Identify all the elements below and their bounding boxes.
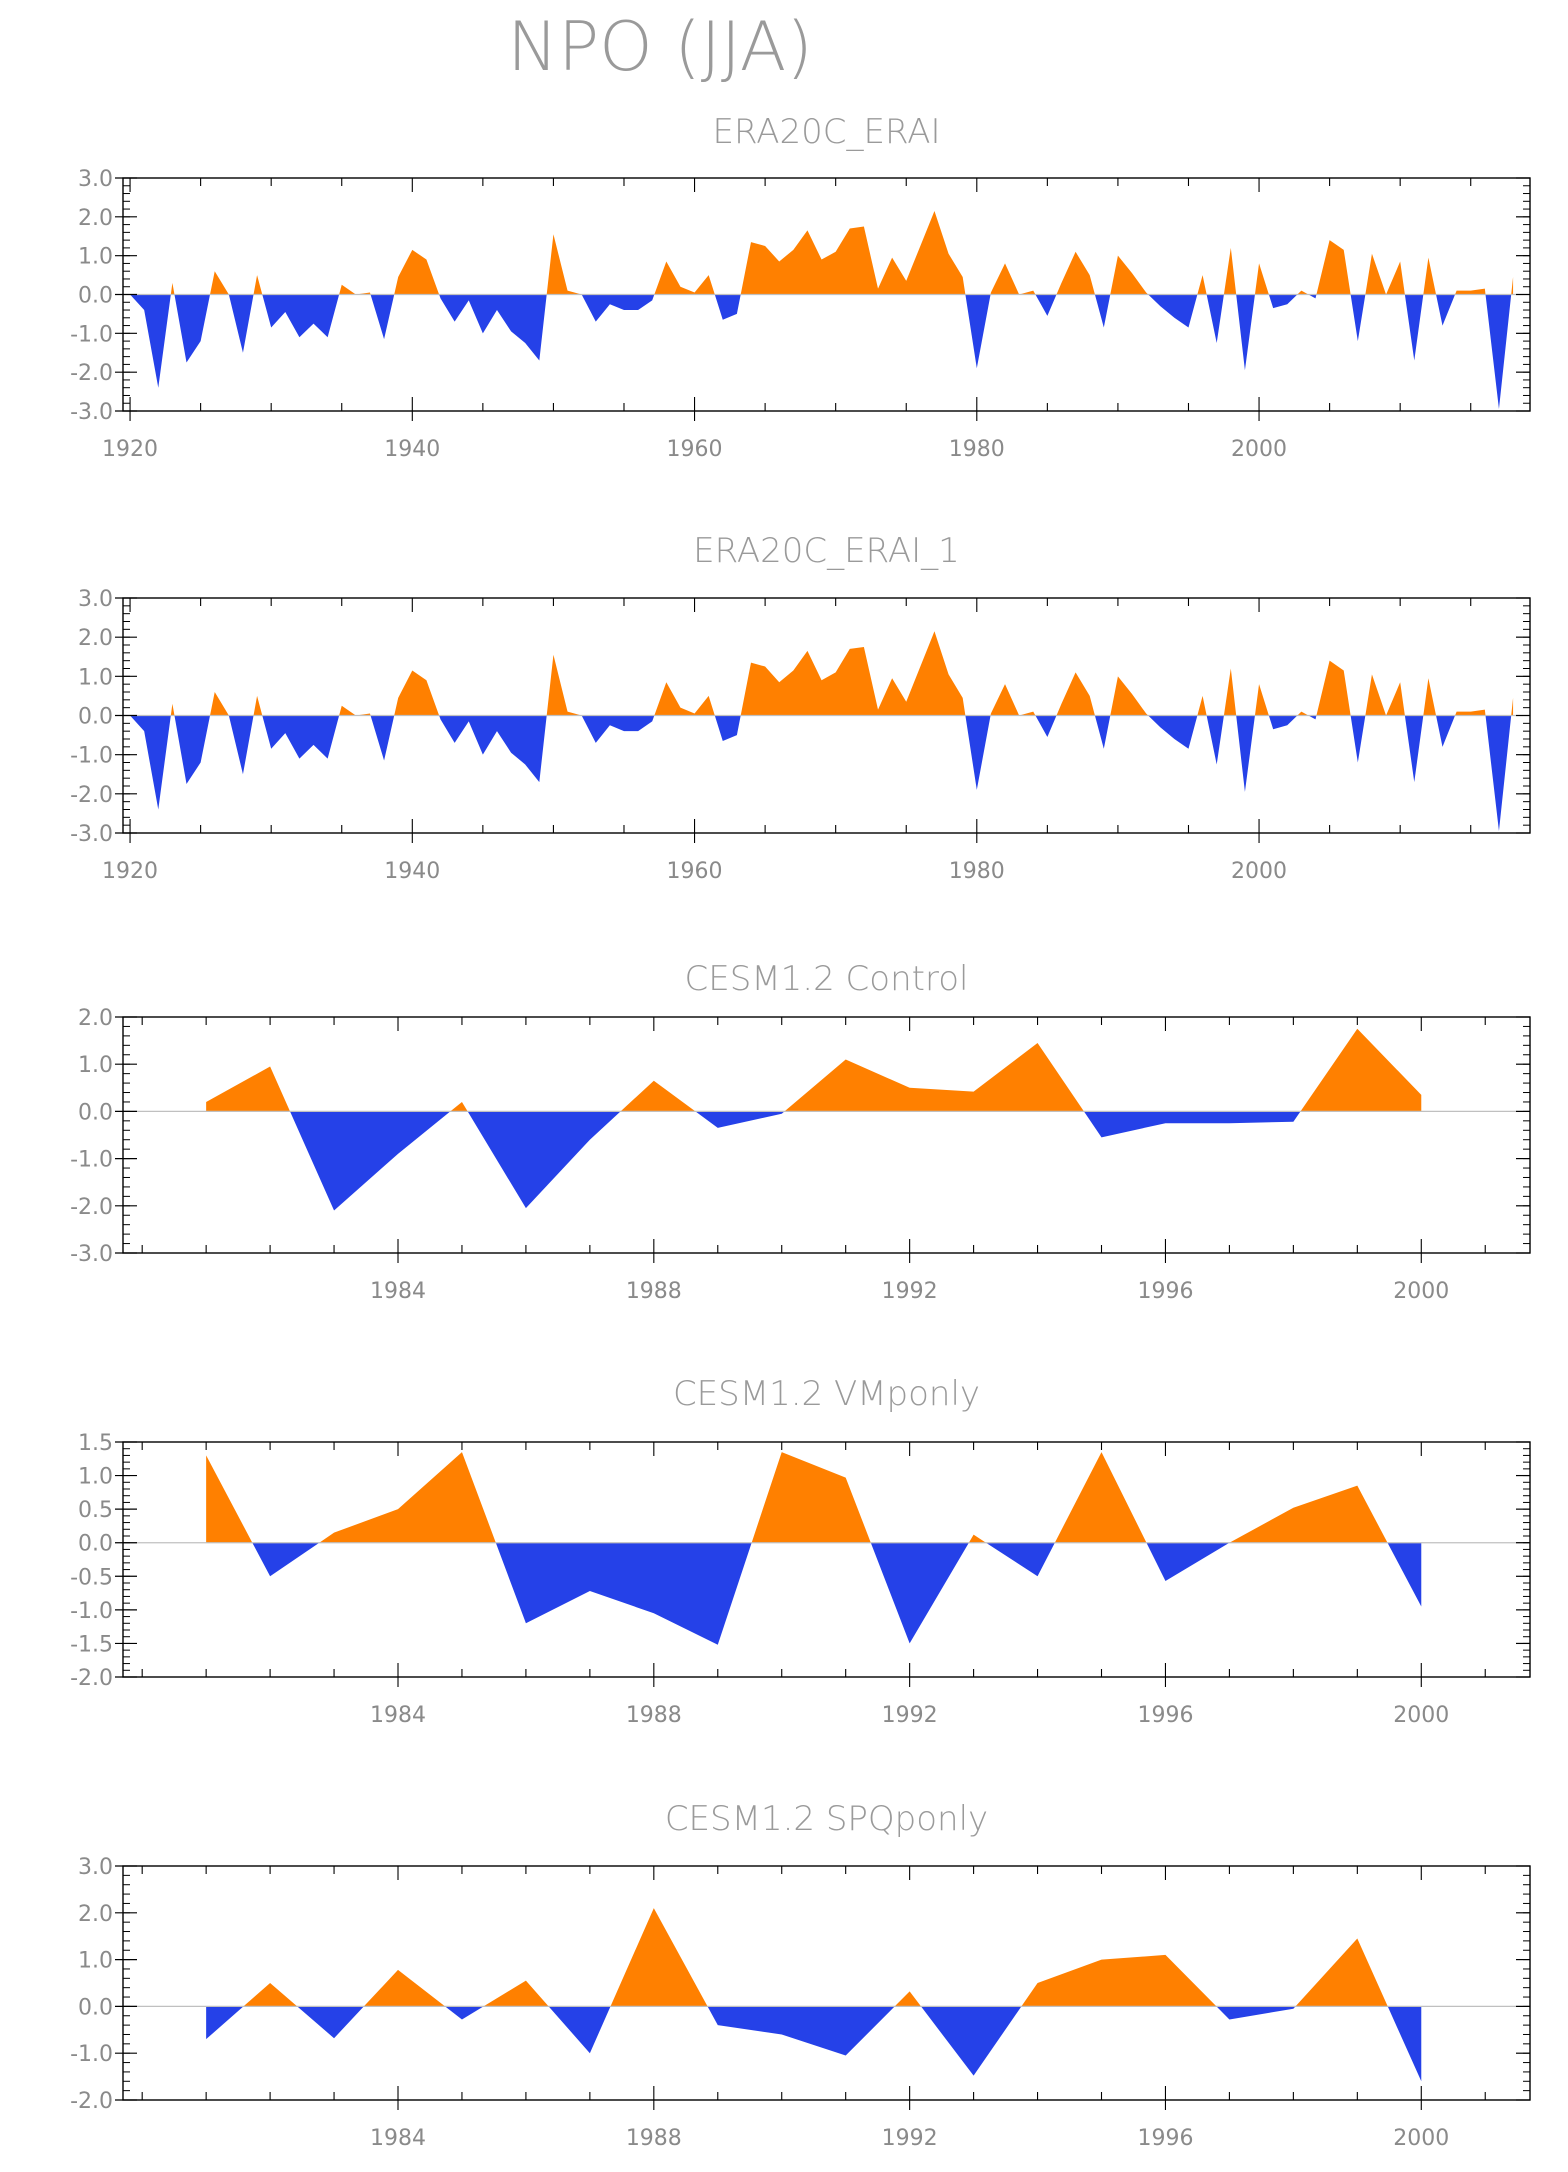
- negative-area: [206, 1542, 1422, 1645]
- x-tick-label: 2000: [1231, 859, 1287, 884]
- x-tick-label: 1992: [882, 1703, 938, 1728]
- x-tick-label: 2000: [1393, 1279, 1449, 1304]
- x-tick-label: 1988: [626, 1703, 682, 1728]
- y-tick-label: 2.0: [78, 206, 113, 231]
- y-tick-label: -3.0: [70, 822, 113, 847]
- x-tick-label: 1920: [102, 437, 158, 462]
- y-tick-label: -3.0: [70, 400, 113, 425]
- y-tick-label: 1.0: [78, 245, 113, 270]
- x-tick-label: 1992: [882, 2126, 938, 2151]
- x-tick-label: 2000: [1393, 2126, 1449, 2151]
- y-tick-label: 0.0: [78, 705, 113, 730]
- positive-area: [206, 1908, 1422, 2007]
- chart-title: CESM1.2 VMponly: [673, 1374, 980, 1414]
- plot-frame: [122, 1016, 1531, 1254]
- y-tick-label: 3.0: [78, 587, 113, 612]
- negative-area: [130, 294, 1514, 410]
- panels: ERA20C_ERAI1920: 01921: -0.41922: -2.419…: [70, 112, 1531, 2151]
- y-tick-label: 1.0: [78, 1465, 113, 1490]
- y-tick-label: 1.5: [78, 1431, 113, 1456]
- y-tick-label: -2.0: [70, 2089, 113, 2114]
- y-tick-label: 0.0: [78, 1100, 113, 1125]
- y-tick-label: -1.0: [70, 2042, 113, 2067]
- x-tick-label: 1988: [626, 1279, 682, 1304]
- positive-area: [206, 1028, 1422, 1112]
- chart-title: ERA20C_ERAI_1: [693, 531, 960, 571]
- x-tick-label: 1940: [384, 859, 440, 884]
- y-tick-label: -2.0: [70, 1666, 113, 1691]
- y-tick-label: -2.0: [70, 783, 113, 808]
- chart-panel-1: ERA20C_ERAI1920: 01921: -0.41922: -2.419…: [70, 112, 1531, 462]
- negative-area: [130, 715, 1514, 832]
- x-tick-label: 2000: [1393, 1703, 1449, 1728]
- y-tick-label: 1.0: [78, 665, 113, 690]
- x-tick-label: 1960: [667, 859, 723, 884]
- y-tick-label: -1.0: [70, 322, 113, 347]
- positive-area: [206, 1452, 1422, 1543]
- x-tick-label: 1920: [102, 859, 158, 884]
- x-tick-label: 1980: [949, 437, 1005, 462]
- y-tick-label: 1.0: [78, 1949, 113, 1974]
- y-tick-label: -1.0: [70, 744, 113, 769]
- y-tick-label: 3.0: [78, 167, 113, 192]
- x-tick-label: 1988: [626, 2126, 682, 2151]
- chart-title: ERA20C_ERAI: [712, 112, 940, 152]
- chart-panel-5: CESM1.2 SPQponly1981: -0.71982: 0.51983:…: [70, 1799, 1531, 2151]
- chart-panel-3: CESM1.2 Control1981: 0.21982: 0.951983: …: [70, 959, 1531, 1304]
- x-tick-label: 1996: [1137, 2126, 1193, 2151]
- x-tick-label: 1996: [1137, 1703, 1193, 1728]
- chart-title: CESM1.2 SPQponly: [665, 1799, 988, 1839]
- figure-title: NPO (JJA): [507, 8, 813, 87]
- y-tick-label: -1.0: [70, 1599, 113, 1624]
- x-tick-label: 1980: [949, 859, 1005, 884]
- y-tick-label: 2.0: [78, 1006, 113, 1031]
- y-tick-label: 2.0: [78, 1902, 113, 1927]
- negative-area: [206, 1111, 1422, 1211]
- y-tick-label: -1.5: [70, 1632, 113, 1657]
- x-tick-label: 1960: [667, 437, 723, 462]
- y-tick-label: -2.0: [70, 1195, 113, 1220]
- negative-area: [206, 2006, 1422, 2082]
- chart-panel-4: CESM1.2 VMponly1981: 1.31982: -0.51983: …: [70, 1374, 1531, 1728]
- x-tick-label: 2000: [1231, 437, 1287, 462]
- y-tick-label: 0.0: [78, 1995, 113, 2020]
- plot-frame: [122, 1865, 1531, 2101]
- positive-area: [130, 211, 1514, 295]
- positive-area: [130, 631, 1514, 716]
- x-tick-label: 1984: [370, 1703, 426, 1728]
- y-tick-label: 1.0: [78, 1053, 113, 1078]
- x-tick-label: 1992: [882, 1279, 938, 1304]
- chart-panel-2: ERA20C_ERAI_11920: 01921: -0.41922: -2.4…: [70, 531, 1531, 884]
- y-tick-label: -2.0: [70, 361, 113, 386]
- y-tick-label: -1.0: [70, 1148, 113, 1173]
- x-tick-label: 1984: [370, 2126, 426, 2151]
- y-tick-label: 0.0: [78, 284, 113, 309]
- chart-title: CESM1.2 Control: [685, 959, 969, 999]
- y-tick-label: 3.0: [78, 1855, 113, 1880]
- y-tick-label: -3.0: [70, 1242, 113, 1267]
- x-tick-label: 1996: [1137, 1279, 1193, 1304]
- y-tick-label: 2.0: [78, 626, 113, 651]
- y-tick-label: 0.0: [78, 1532, 113, 1557]
- x-tick-label: 1984: [370, 1279, 426, 1304]
- x-tick-label: 1940: [384, 437, 440, 462]
- y-tick-label: -0.5: [70, 1565, 113, 1590]
- y-tick-label: 0.5: [78, 1498, 113, 1523]
- plot-frame: [122, 1441, 1531, 1678]
